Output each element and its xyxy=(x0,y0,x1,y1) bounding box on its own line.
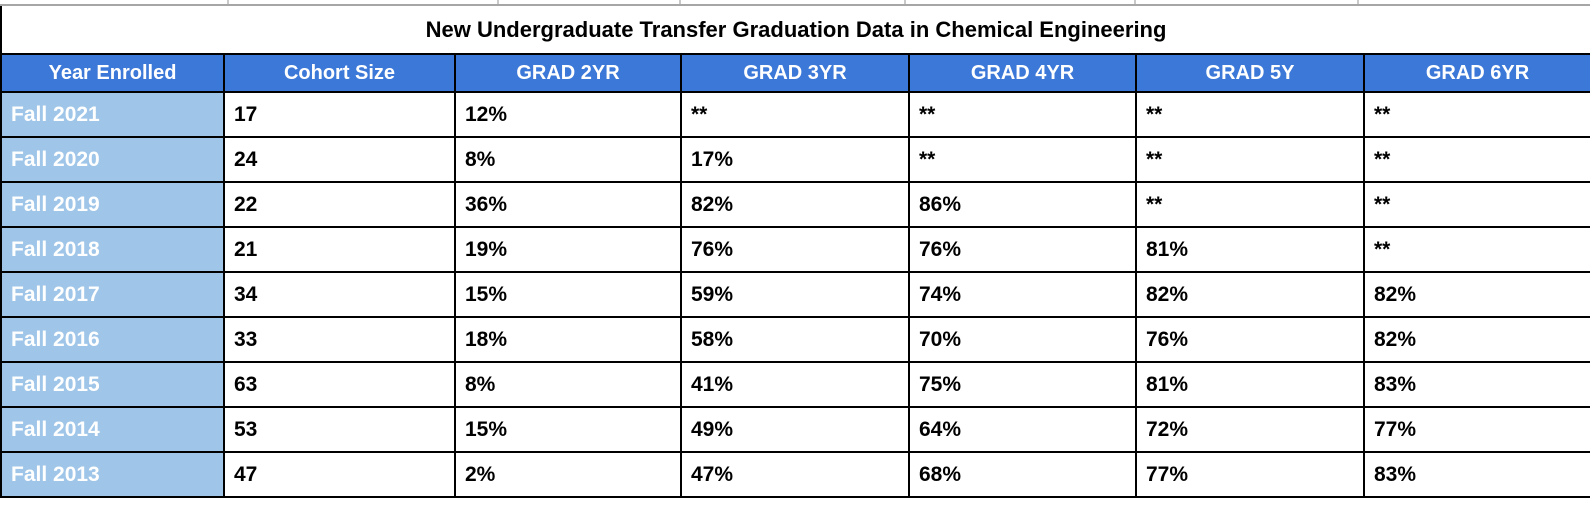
gridline-mark xyxy=(227,0,229,4)
data-cell[interactable]: 8% xyxy=(454,361,682,408)
table-header-row: Year Enrolled Cohort Size GRAD 2YR GRAD … xyxy=(0,53,1590,93)
data-cell[interactable]: 77% xyxy=(1362,406,1590,453)
gridline-mark xyxy=(1357,0,1359,4)
data-cell[interactable]: 41% xyxy=(680,361,910,408)
data-cell[interactable]: 47% xyxy=(680,451,910,498)
graduation-data-table: New Undergraduate Transfer Graduation Da… xyxy=(0,4,1590,498)
table-row: Fall 2018 21 19% 76% 76% 81% ** xyxy=(0,226,1590,273)
column-header-year-enrolled[interactable]: Year Enrolled xyxy=(0,53,225,93)
data-cell[interactable]: 76% xyxy=(1135,316,1365,363)
data-cell[interactable]: 33 xyxy=(223,316,456,363)
adjacent-row-sliver xyxy=(0,0,1590,4)
column-header-grad-4yr[interactable]: GRAD 4YR xyxy=(908,53,1137,93)
data-cell[interactable]: 15% xyxy=(454,406,682,453)
column-header-grad-2yr[interactable]: GRAD 2YR xyxy=(454,53,682,93)
data-cell[interactable]: ** xyxy=(1362,226,1590,273)
table-row: Fall 2021 17 12% ** ** ** ** xyxy=(0,91,1590,138)
data-cell[interactable]: 36% xyxy=(454,181,682,228)
row-label-cell[interactable]: Fall 2021 xyxy=(0,91,225,138)
row-label-cell[interactable]: Fall 2014 xyxy=(0,406,225,453)
data-cell[interactable]: 70% xyxy=(908,316,1137,363)
data-cell[interactable]: ** xyxy=(1362,136,1590,183)
data-cell[interactable]: ** xyxy=(1362,91,1590,138)
table-title-row: New Undergraduate Transfer Graduation Da… xyxy=(0,4,1590,55)
row-label-cell[interactable]: Fall 2018 xyxy=(0,226,225,273)
column-header-grad-6yr[interactable]: GRAD 6YR xyxy=(1362,53,1590,93)
data-cell[interactable]: 12% xyxy=(454,91,682,138)
table-row: Fall 2013 47 2% 47% 68% 77% 83% xyxy=(0,451,1590,498)
row-label-cell[interactable]: Fall 2017 xyxy=(0,271,225,318)
gridline-mark xyxy=(1134,0,1136,4)
gridline-mark xyxy=(904,0,906,4)
data-cell[interactable]: 75% xyxy=(908,361,1137,408)
data-cell[interactable]: 22 xyxy=(223,181,456,228)
data-cell[interactable]: 59% xyxy=(680,271,910,318)
table-row: Fall 2015 63 8% 41% 75% 81% 83% xyxy=(0,361,1590,408)
data-cell[interactable]: 68% xyxy=(908,451,1137,498)
data-cell[interactable]: 47 xyxy=(223,451,456,498)
data-cell[interactable]: 15% xyxy=(454,271,682,318)
gridline-mark xyxy=(497,0,499,4)
data-cell[interactable]: 86% xyxy=(908,181,1137,228)
data-cell[interactable]: 53 xyxy=(223,406,456,453)
data-cell[interactable]: 17 xyxy=(223,91,456,138)
data-cell[interactable]: 8% xyxy=(454,136,682,183)
data-cell[interactable]: 2% xyxy=(454,451,682,498)
row-label-cell[interactable]: Fall 2015 xyxy=(0,361,225,408)
table-row: Fall 2016 33 18% 58% 70% 76% 82% xyxy=(0,316,1590,363)
data-cell[interactable]: 82% xyxy=(1135,271,1365,318)
row-label-cell[interactable]: Fall 2013 xyxy=(0,451,225,498)
data-cell[interactable]: ** xyxy=(908,91,1137,138)
data-cell[interactable]: 58% xyxy=(680,316,910,363)
data-cell[interactable]: 82% xyxy=(1362,316,1590,363)
row-label-cell[interactable]: Fall 2020 xyxy=(0,136,225,183)
table-row: Fall 2017 34 15% 59% 74% 82% 82% xyxy=(0,271,1590,318)
data-cell[interactable]: 81% xyxy=(1135,226,1365,273)
data-cell[interactable]: 34 xyxy=(223,271,456,318)
table-title[interactable]: New Undergraduate Transfer Graduation Da… xyxy=(0,4,1590,55)
data-cell[interactable]: 19% xyxy=(454,226,682,273)
data-cell[interactable]: 49% xyxy=(680,406,910,453)
data-cell[interactable]: ** xyxy=(680,91,910,138)
gridline-mark xyxy=(679,0,681,4)
data-cell[interactable]: 82% xyxy=(680,181,910,228)
column-header-grad-5y[interactable]: GRAD 5Y xyxy=(1135,53,1365,93)
data-cell[interactable]: ** xyxy=(1135,91,1365,138)
data-cell[interactable]: 64% xyxy=(908,406,1137,453)
data-cell[interactable]: 76% xyxy=(680,226,910,273)
data-cell[interactable]: ** xyxy=(1362,181,1590,228)
data-cell[interactable]: 77% xyxy=(1135,451,1365,498)
data-cell[interactable]: 74% xyxy=(908,271,1137,318)
data-cell[interactable]: 18% xyxy=(454,316,682,363)
data-cell[interactable]: ** xyxy=(908,136,1137,183)
data-cell[interactable]: 82% xyxy=(1362,271,1590,318)
column-header-grad-3yr[interactable]: GRAD 3YR xyxy=(680,53,910,93)
data-cell[interactable]: 83% xyxy=(1362,361,1590,408)
table-row: Fall 2019 22 36% 82% 86% ** ** xyxy=(0,181,1590,228)
data-cell[interactable]: 81% xyxy=(1135,361,1365,408)
data-cell[interactable]: ** xyxy=(1135,181,1365,228)
data-cell[interactable]: 83% xyxy=(1362,451,1590,498)
data-cell[interactable]: ** xyxy=(1135,136,1365,183)
data-cell[interactable]: 21 xyxy=(223,226,456,273)
data-cell[interactable]: 63 xyxy=(223,361,456,408)
data-cell[interactable]: 72% xyxy=(1135,406,1365,453)
data-cell[interactable]: 24 xyxy=(223,136,456,183)
table-row: Fall 2020 24 8% 17% ** ** ** xyxy=(0,136,1590,183)
table-row: Fall 2014 53 15% 49% 64% 72% 77% xyxy=(0,406,1590,453)
data-cell[interactable]: 76% xyxy=(908,226,1137,273)
row-label-cell[interactable]: Fall 2016 xyxy=(0,316,225,363)
column-header-cohort-size[interactable]: Cohort Size xyxy=(223,53,456,93)
data-cell[interactable]: 17% xyxy=(680,136,910,183)
row-label-cell[interactable]: Fall 2019 xyxy=(0,181,225,228)
